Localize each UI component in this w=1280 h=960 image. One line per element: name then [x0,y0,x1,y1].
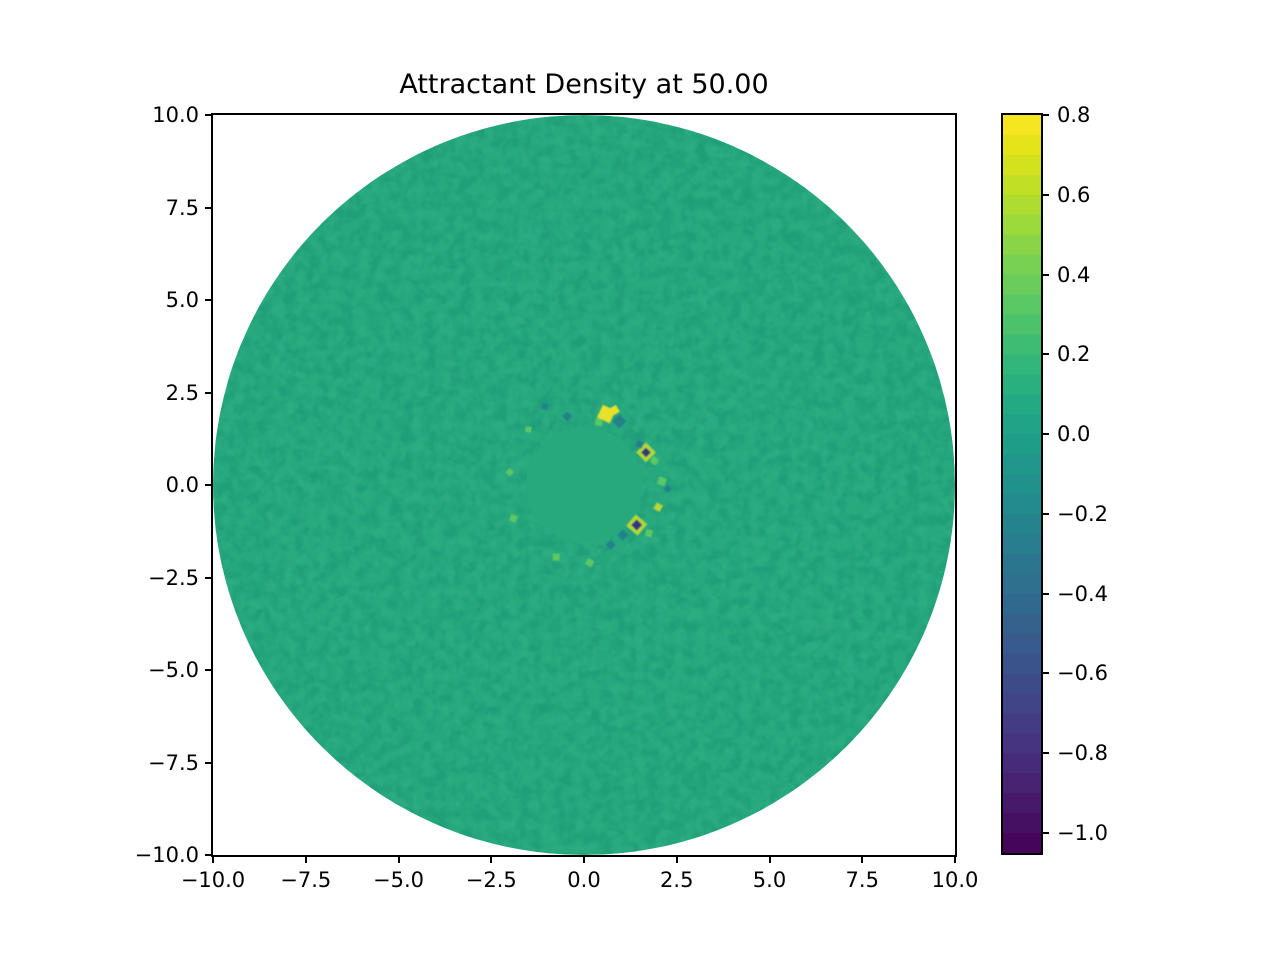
colorbar [1001,113,1043,855]
anomaly-speckle [562,411,573,422]
colorbar-tick-mark [1041,832,1049,835]
anomaly-speckle [635,439,645,449]
y-tick-label: 2.5 [165,380,199,405]
y-tick-label: 7.5 [165,195,199,220]
colorbar-tick-mark [1041,592,1049,595]
y-tick-mark [205,391,213,394]
anomaly-speckle [505,467,515,477]
anomaly-speckle [509,513,518,523]
colorbar-gradient [1003,115,1041,853]
x-tick-label: 2.5 [660,868,694,892]
anomaly-speckle [612,414,627,429]
x-tick-label: −10.0 [180,868,246,892]
x-tick-mark [397,855,400,863]
colorbar-tick-label: −1.0 [1057,821,1108,846]
colorbar-tick-label: 0.6 [1057,182,1091,207]
colorbar-tick-label: −0.6 [1057,661,1108,686]
y-tick-label: −7.5 [148,750,199,775]
plot-axes [211,113,957,857]
y-tick-mark [205,576,213,579]
colorbar-tick-mark [1041,273,1049,276]
anomaly-speckle [584,557,595,568]
y-tick-label: 0.0 [165,473,199,497]
x-tick-mark [583,855,585,863]
y-tick-mark [205,761,213,764]
colorbar-tick-mark [1041,672,1049,675]
anomaly-speckle [663,484,672,493]
colorbar-tick-mark [1041,114,1049,116]
y-tick-mark [205,484,213,486]
disk-smooth-center [526,427,642,543]
anomaly-speckle [641,447,651,458]
colorbar-tick-label: −0.8 [1057,741,1108,766]
anomaly-speckle [649,456,660,466]
colorbar-tick-mark [1041,752,1049,755]
colorbar-tick-label: 0.8 [1057,103,1091,127]
x-tick-mark [861,855,864,863]
anomaly-speckle [644,528,654,538]
y-tick-mark [205,854,213,856]
x-tick-mark [212,855,214,863]
colorbar-tick-label: 0.0 [1057,422,1091,447]
y-tick-label: 5.0 [165,288,199,312]
x-tick-label: 5.0 [752,868,787,892]
anomaly-speckle [541,402,549,411]
colorbar-tick-label: −0.2 [1057,501,1108,526]
plot-title: Attractant Density at 50.00 [399,69,769,100]
x-tick-mark [675,855,678,863]
colorbar-tick-mark [1041,433,1049,436]
x-tick-mark [304,855,307,863]
x-tick-mark [490,855,493,863]
y-tick-mark [205,669,213,671]
x-tick-mark [768,855,771,863]
x-tick-label: −2.5 [465,868,517,892]
y-tick-mark [205,206,213,209]
anomaly-ring [505,402,672,568]
x-tick-label: −5.0 [373,868,424,892]
anomaly-speckle [608,404,620,416]
anomaly-speckle [524,426,532,433]
y-tick-mark [205,299,213,301]
y-tick-label: −5.0 [148,658,199,682]
colorbar-tick-label: 0.2 [1057,342,1091,367]
y-tick-label: −10.0 [134,843,199,867]
anomaly-speckle [656,476,668,487]
y-tick-mark [205,114,213,116]
anomaly-speckle [594,418,603,427]
x-tick-label: 0.0 [567,868,601,892]
colorbar-tick-mark [1041,353,1049,356]
anomaly-speckle [631,519,643,531]
anomaly-speckle [653,502,663,512]
x-tick-label: 10.0 [931,868,979,892]
x-tick-mark [954,855,956,863]
colorbar-tick-mark [1041,512,1049,515]
anomaly-speckle [617,529,629,541]
anomaly-speckle [605,539,616,550]
y-tick-label: 10.0 [152,103,199,127]
density-disk-heatmap [213,115,955,855]
colorbar-tick-label: −0.4 [1057,581,1108,606]
anomaly-speckle [552,553,560,561]
colorbar-tick-label: 0.4 [1057,262,1091,287]
x-tick-label: −7.5 [280,868,332,892]
colorbar-tick-mark [1041,193,1049,196]
y-tick-label: −2.5 [148,565,199,590]
x-tick-label: 7.5 [845,868,879,892]
